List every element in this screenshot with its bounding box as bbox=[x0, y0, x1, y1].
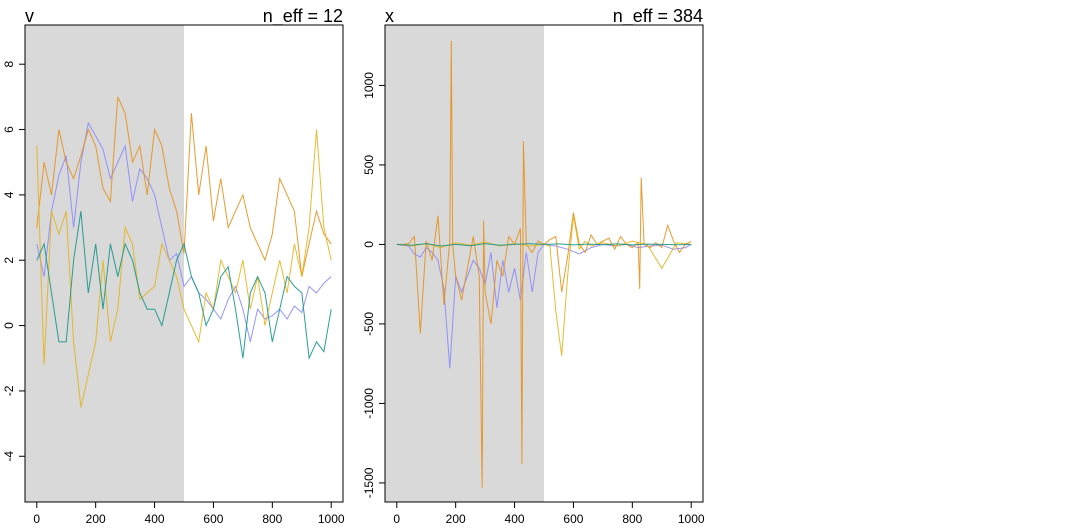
x-tick-label: 400 bbox=[505, 512, 525, 526]
y-tick-label: 500 bbox=[362, 155, 376, 175]
n-eff-label: n_eff = 384 bbox=[613, 6, 703, 27]
n-eff-label: n_eff = 12 bbox=[263, 6, 343, 27]
chain-2-trace bbox=[36, 96, 332, 277]
chain-3-trace bbox=[36, 129, 332, 408]
x-tick-label: 400 bbox=[145, 512, 165, 526]
chain-4-trace bbox=[36, 211, 332, 361]
x-tick-label: 800 bbox=[622, 512, 642, 526]
x-tick-label: 1000 bbox=[678, 512, 705, 526]
y-tick-label: 4 bbox=[2, 191, 16, 198]
chain-1-trace bbox=[396, 243, 692, 369]
trace-panel-x: 0 200 400 600 800 1000 -1500 -1000 -500 0 500 1000… bbox=[362, 6, 705, 526]
x-axis: 0 200 400 600 800 1000 bbox=[33, 501, 345, 526]
chain-2-trace bbox=[396, 40, 692, 488]
x-axis: 0 200 400 600 800 1000 bbox=[393, 501, 705, 526]
y-tick-label: 1000 bbox=[362, 72, 376, 99]
panel-title: v bbox=[25, 6, 34, 26]
panel-title: x bbox=[385, 6, 394, 26]
x-tick-label: 1000 bbox=[318, 512, 345, 526]
y-tick-label: -1500 bbox=[362, 467, 376, 498]
y-tick-label: -1000 bbox=[362, 388, 376, 419]
x-tick-label: 600 bbox=[563, 512, 583, 526]
trace-panel-v: 0 200 400 600 800 1000 -4 -2 0 2 4 6 8 v n_eff = 12 bbox=[2, 6, 345, 526]
y-tick-label: 8 bbox=[2, 61, 16, 68]
x-tick-label: 200 bbox=[86, 512, 106, 526]
trace-lines bbox=[396, 40, 692, 488]
x-tick-label: 0 bbox=[393, 512, 400, 526]
y-axis: -1500 -1000 -500 0 500 1000 bbox=[362, 72, 386, 498]
y-tick-label: -500 bbox=[362, 312, 376, 336]
chain-4-trace bbox=[396, 243, 692, 247]
x-tick-label: 200 bbox=[446, 512, 466, 526]
y-axis: -4 -2 0 2 4 6 8 bbox=[2, 61, 26, 462]
y-tick-label: 0 bbox=[2, 322, 16, 329]
x-tick-label: 600 bbox=[203, 512, 223, 526]
y-tick-label: 2 bbox=[2, 257, 16, 264]
y-tick-label: -2 bbox=[2, 385, 16, 396]
y-tick-label: 6 bbox=[2, 126, 16, 133]
trace-lines bbox=[36, 96, 332, 408]
x-tick-label: 800 bbox=[262, 512, 282, 526]
x-tick-label: 0 bbox=[33, 512, 40, 526]
chain-1-trace bbox=[36, 121, 332, 343]
chain-3-trace bbox=[396, 215, 692, 356]
warmup-region bbox=[385, 25, 544, 502]
y-tick-label: 0 bbox=[362, 241, 376, 248]
y-tick-label: -4 bbox=[2, 451, 16, 462]
warmup-region bbox=[25, 25, 184, 502]
